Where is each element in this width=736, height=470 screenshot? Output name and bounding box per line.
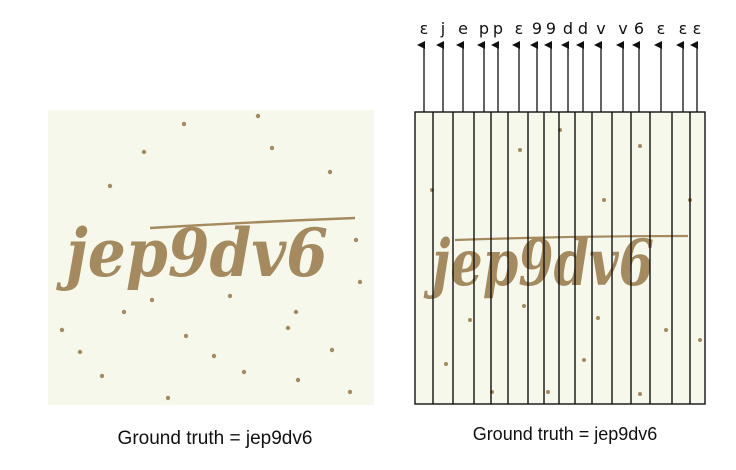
column-label: p bbox=[479, 19, 489, 38]
noise-dot bbox=[241, 369, 247, 375]
noise-dot bbox=[149, 297, 155, 303]
column-label: 6 bbox=[634, 19, 644, 38]
right-captcha-frame bbox=[414, 111, 706, 405]
noise-dot bbox=[227, 293, 233, 299]
noise-dot bbox=[638, 144, 642, 148]
noise-dot bbox=[77, 349, 83, 355]
noise-dot bbox=[165, 395, 171, 401]
column-label: p bbox=[493, 19, 503, 38]
noise-dot bbox=[211, 353, 217, 359]
right-captcha-text: jep9dv6 bbox=[423, 226, 654, 301]
noise-dot bbox=[664, 328, 668, 332]
noise-dot bbox=[141, 149, 147, 155]
column-label: j bbox=[440, 19, 445, 38]
noise-dot bbox=[269, 145, 275, 151]
right-caption: Ground truth = jep9dv6 bbox=[473, 424, 658, 444]
column-label: 9 bbox=[532, 19, 542, 38]
column-label: ε bbox=[420, 19, 429, 38]
left-caption: Ground truth = jep9dv6 bbox=[118, 428, 313, 449]
noise-dot bbox=[638, 392, 642, 396]
noise-dot bbox=[107, 183, 113, 189]
noise-dot bbox=[329, 347, 335, 353]
noise-dot bbox=[293, 309, 299, 315]
noise-dot bbox=[255, 113, 261, 119]
right-captcha-background bbox=[415, 112, 705, 404]
left-captcha-strike-line bbox=[149, 216, 356, 230]
noise-dot bbox=[99, 373, 105, 379]
column-label: d bbox=[563, 19, 573, 38]
noise-dot bbox=[183, 333, 189, 339]
right-captcha-noise-dots bbox=[430, 128, 702, 396]
noise-dot bbox=[357, 279, 363, 285]
noise-dot bbox=[59, 327, 65, 333]
right-captcha-strike-line bbox=[454, 234, 689, 242]
noise-dot bbox=[698, 338, 702, 342]
column-label: ε bbox=[657, 19, 666, 38]
column-arrows bbox=[417, 41, 698, 112]
noise-dot bbox=[95, 259, 101, 265]
column-label: ε bbox=[515, 19, 524, 38]
column-label: 9 bbox=[546, 19, 556, 38]
noise-dot bbox=[522, 304, 526, 308]
left-captcha-noise-dots bbox=[59, 113, 363, 401]
noise-dot bbox=[518, 148, 522, 152]
noise-dot bbox=[181, 121, 187, 127]
column-label: v bbox=[596, 19, 605, 38]
column-label: ε bbox=[679, 19, 688, 38]
noise-dot bbox=[596, 316, 600, 320]
noise-dot bbox=[602, 198, 606, 202]
column-label: d bbox=[578, 19, 588, 38]
noise-dot bbox=[327, 169, 333, 175]
noise-dot bbox=[444, 362, 448, 366]
left-captcha-background bbox=[48, 110, 374, 405]
column-label: v bbox=[618, 19, 627, 38]
noise-dot bbox=[347, 389, 353, 395]
noise-dot bbox=[285, 325, 291, 331]
noise-dot bbox=[121, 309, 127, 315]
noise-dot bbox=[295, 377, 301, 383]
column-label: e bbox=[458, 19, 468, 38]
noise-dot bbox=[468, 318, 472, 322]
noise-dot bbox=[546, 390, 550, 394]
noise-dot bbox=[353, 237, 359, 243]
noise-dot bbox=[582, 358, 586, 362]
column-label: ε bbox=[693, 19, 702, 38]
left-captcha-text: jep9dv6 bbox=[56, 214, 328, 292]
left-captcha-panel: jep9dv6 bbox=[48, 110, 374, 405]
column-dividers bbox=[432, 112, 691, 404]
